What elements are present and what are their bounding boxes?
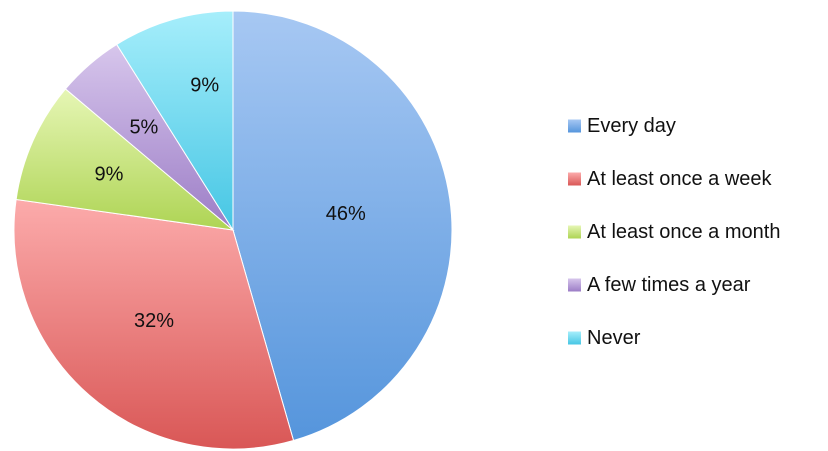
legend-swatch (568, 225, 581, 239)
slice-percent-label: 9% (190, 75, 219, 97)
legend: Every day At least once a week At least on… (568, 115, 780, 349)
legend-label: Every day (587, 115, 676, 137)
legend-label: At least once a month (587, 221, 780, 243)
slice-percent-label: 32% (134, 310, 174, 332)
legend-swatch (568, 119, 581, 133)
pie-slice-never (116, 10, 234, 232)
pie-slice-labels: 46% 32% 9% 5% 9% (95, 75, 366, 332)
legend-swatch (568, 278, 581, 292)
pie-slices (13, 10, 453, 450)
legend-swatch (568, 172, 581, 186)
slice-percent-label: 46% (326, 203, 366, 225)
pie-slice-at-least-once-a-month (15, 88, 235, 231)
legend-label: At least once a week (587, 168, 773, 190)
slice-percent-label: 5% (129, 117, 158, 139)
pie-slice-every-day (232, 10, 453, 442)
slice-percent-label: 9% (95, 164, 124, 186)
legend-label: A few times a year (587, 274, 751, 296)
legend-swatch (568, 331, 581, 345)
legend-label: Never (587, 327, 641, 349)
pie-slice-at-least-once-a-week (13, 198, 295, 450)
